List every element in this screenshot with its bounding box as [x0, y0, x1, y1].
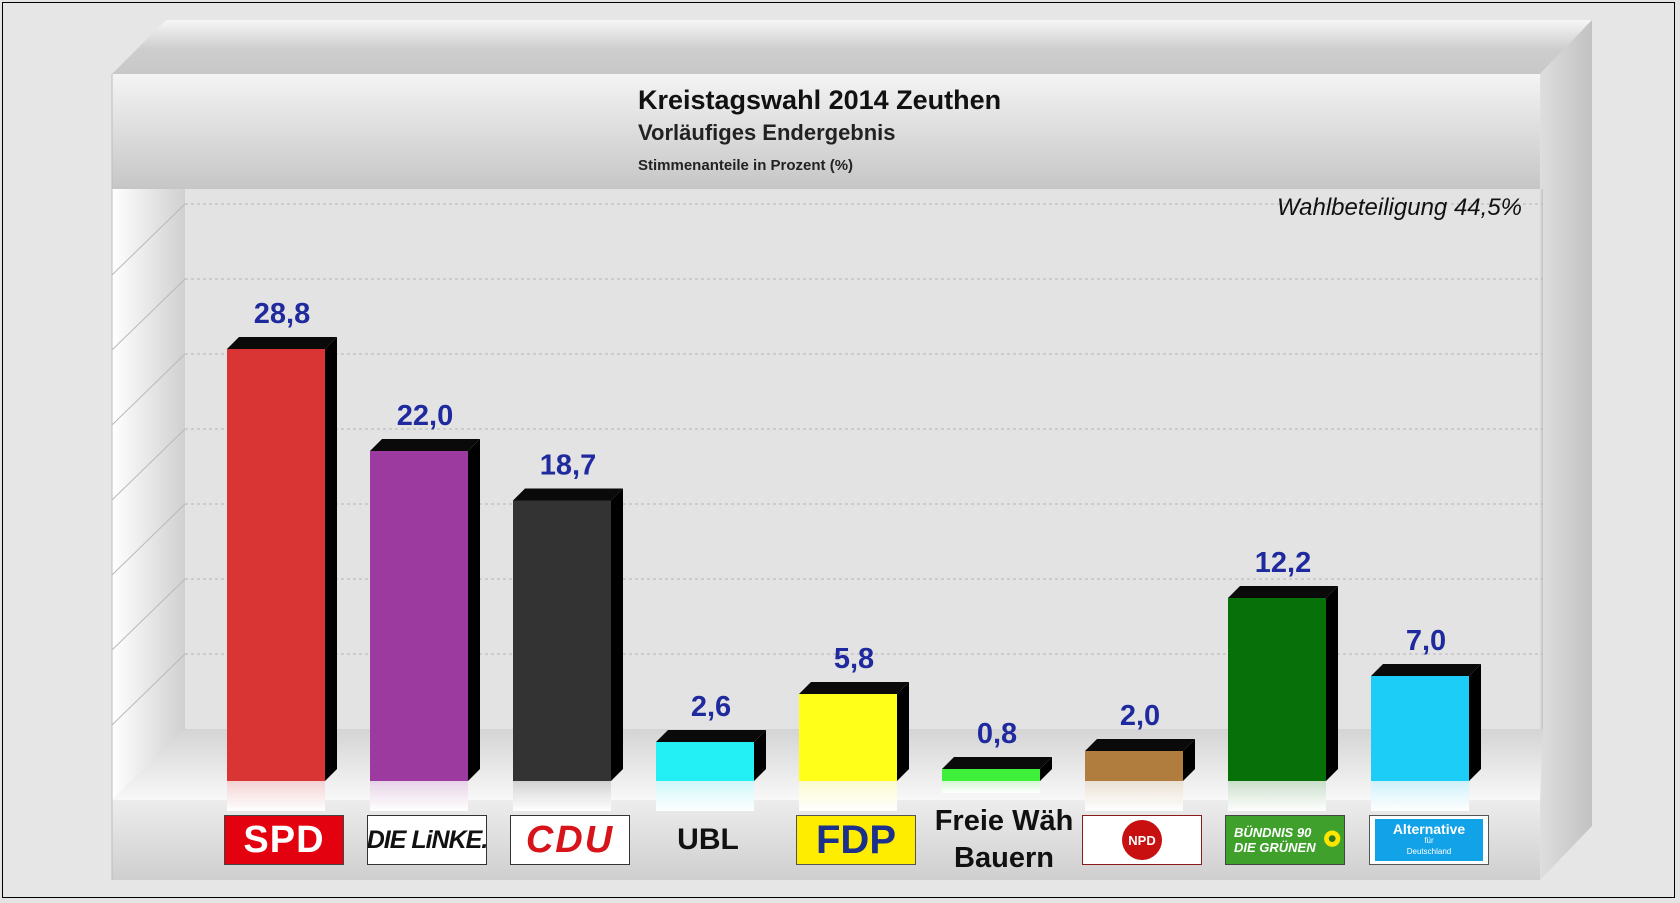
- bar: [227, 349, 325, 781]
- logo-afd-line1: Alternative: [1392, 820, 1466, 837]
- gridline-side: [111, 353, 186, 426]
- gridline-side: [111, 203, 186, 276]
- sunflower-icon: [1323, 830, 1340, 847]
- bar: [1371, 676, 1469, 781]
- logo-fdp: FDP: [796, 815, 916, 865]
- bar-group: 2,0: [1085, 700, 1195, 811]
- bar-side: [611, 488, 623, 781]
- logo-cdu-text: CDU: [525, 818, 615, 861]
- bar-side: [1183, 739, 1195, 781]
- gridline-side: [111, 428, 186, 501]
- bar-group: 22,0: [370, 400, 480, 811]
- bar-top: [227, 337, 337, 349]
- bar-side: [325, 337, 337, 781]
- logo-afd-line2: für: [1424, 835, 1434, 845]
- data-label: 5,8: [834, 643, 874, 675]
- bar-top: [513, 488, 623, 501]
- bar: [942, 769, 1040, 781]
- bar-reflection-fade: [513, 781, 611, 811]
- bar-top: [799, 682, 909, 694]
- chart-subtitle: Vorläufiges Endergebnis: [638, 120, 896, 145]
- header-band: [112, 74, 1540, 189]
- gridline-side: [111, 578, 186, 651]
- bar: [656, 742, 754, 781]
- label-ubl-text: UBL: [677, 823, 739, 856]
- right-wall: [1540, 189, 1543, 800]
- data-label: 22,0: [397, 400, 453, 432]
- label-freie-waehler-bauern: Freie Wäh Bauern: [924, 800, 1084, 880]
- label-ubl: UBL: [650, 815, 766, 865]
- gridlines: [111, 203, 1543, 726]
- bar-top: [656, 730, 766, 742]
- logo-afd-line3: Deutschland: [1406, 846, 1452, 856]
- data-label: 2,6: [691, 691, 731, 723]
- bar-reflection-fade: [1371, 781, 1469, 811]
- label-freie-line2: Bauern: [954, 842, 1054, 874]
- bars: 28,8 22,0 18,7 2,6 5,8 0,8 2,0 12,2 7,0: [227, 298, 1481, 811]
- logo-afd: Alternative für Deutschland: [1369, 815, 1489, 865]
- bar: [799, 694, 897, 781]
- bar-reflection-fade: [1228, 781, 1326, 811]
- bar-top: [942, 757, 1052, 769]
- gridline-side: [111, 653, 186, 726]
- bar-reflection-fade: [370, 781, 468, 811]
- bar-group: 7,0: [1371, 625, 1481, 811]
- bar-group: 0,8: [942, 718, 1052, 793]
- gridline-side: [111, 278, 186, 351]
- bar: [370, 451, 468, 781]
- bar-side: [1326, 586, 1338, 781]
- box-top-face: [112, 20, 1592, 74]
- bar-top: [370, 439, 480, 451]
- bar-group: 2,6: [656, 691, 766, 811]
- logo-linke: DIE LiNKE.: [367, 815, 487, 865]
- bar-reflection-fade: [227, 781, 325, 811]
- turnout-annotation: Wahlbeteiligung 44,5%: [1277, 194, 1522, 221]
- bar: [513, 500, 611, 781]
- chart-title: Kreistagswahl 2014 Zeuthen: [638, 85, 1001, 115]
- bar-side: [754, 730, 766, 781]
- bar-top: [1371, 664, 1481, 676]
- logo-gruene-line2: DIE GRÜNEN: [1234, 840, 1316, 855]
- data-label: 28,8: [254, 298, 310, 330]
- data-label: 0,8: [977, 718, 1017, 750]
- bar-top: [1085, 739, 1195, 751]
- data-label: 12,2: [1255, 547, 1311, 579]
- bar-reflection-fade: [656, 781, 754, 811]
- logo-spd-text: SPD: [243, 818, 325, 861]
- bar-reflection-fade: [799, 781, 897, 811]
- bar: [1085, 751, 1183, 781]
- bar-group: 28,8: [227, 298, 337, 811]
- logo-gruene-line1: BÜNDNIS 90: [1234, 825, 1312, 840]
- bar-side: [1469, 664, 1481, 781]
- bar-group: 18,7: [513, 450, 623, 811]
- logo-spd: SPD: [224, 815, 344, 865]
- data-label: 18,7: [540, 450, 596, 482]
- bar-reflection-fade: [1085, 781, 1183, 811]
- bar-group: 12,2: [1228, 547, 1338, 811]
- bar-side: [1040, 757, 1052, 781]
- logo-fdp-text: FDP: [816, 817, 896, 862]
- logo-linke-text: DIE LiNKE.: [367, 825, 487, 854]
- logo-gruene: BÜNDNIS 90 DIE GRÜNEN: [1225, 815, 1345, 865]
- bar: [1228, 598, 1326, 781]
- data-label: 2,0: [1120, 700, 1160, 732]
- data-label: 7,0: [1406, 625, 1446, 657]
- logo-npd-text: NPD: [1128, 832, 1156, 848]
- bar-group: 5,8: [799, 643, 909, 811]
- label-freie-line1: Freie Wäh: [934, 805, 1074, 837]
- bar-side: [897, 682, 909, 781]
- npd-emblem-icon: NPD: [1122, 820, 1162, 860]
- logo-cdu: CDU: [510, 815, 630, 865]
- left-wall: [112, 189, 185, 800]
- gridline-side: [111, 503, 186, 576]
- logo-npd: NPD: [1082, 815, 1202, 865]
- bar-top: [1228, 586, 1338, 598]
- bar-reflection-fade: [942, 781, 1040, 793]
- chart-caption: Stimmenanteile in Prozent (%): [638, 157, 853, 174]
- box-right-face: [1540, 20, 1592, 880]
- bar-side: [468, 439, 480, 781]
